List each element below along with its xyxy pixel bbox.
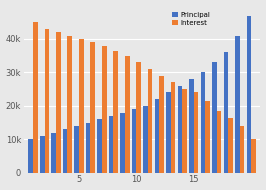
Bar (74, 126, 79, 173)
Bar (28, 139, 33, 173)
Bar (148, 69, 152, 173)
Bar (235, 36, 240, 173)
Bar (189, 79, 194, 173)
Bar (56, 32, 61, 173)
Bar (240, 126, 244, 173)
Bar (102, 46, 106, 173)
Bar (205, 101, 210, 173)
Bar (90, 42, 95, 173)
Bar (44, 29, 49, 173)
Legend: Principal, Interest: Principal, Interest (169, 9, 213, 29)
Bar (63, 129, 68, 173)
Bar (113, 51, 118, 173)
Bar (86, 123, 90, 173)
Bar (171, 82, 176, 173)
Bar (109, 116, 113, 173)
Bar (251, 139, 256, 173)
Bar (143, 106, 148, 173)
Bar (155, 99, 159, 173)
Bar (178, 86, 182, 173)
Bar (125, 56, 130, 173)
Bar (182, 89, 187, 173)
Bar (51, 133, 56, 173)
Bar (224, 52, 228, 173)
Bar (194, 93, 198, 173)
Bar (212, 62, 217, 173)
Bar (40, 136, 44, 173)
Bar (132, 109, 136, 173)
Bar (166, 93, 171, 173)
Bar (247, 16, 251, 173)
Bar (217, 111, 221, 173)
Bar (97, 119, 102, 173)
Bar (68, 36, 72, 173)
Bar (120, 112, 125, 173)
Bar (136, 62, 141, 173)
Bar (79, 39, 84, 173)
Bar (159, 76, 164, 173)
Bar (228, 118, 233, 173)
Bar (201, 72, 205, 173)
Bar (33, 22, 38, 173)
